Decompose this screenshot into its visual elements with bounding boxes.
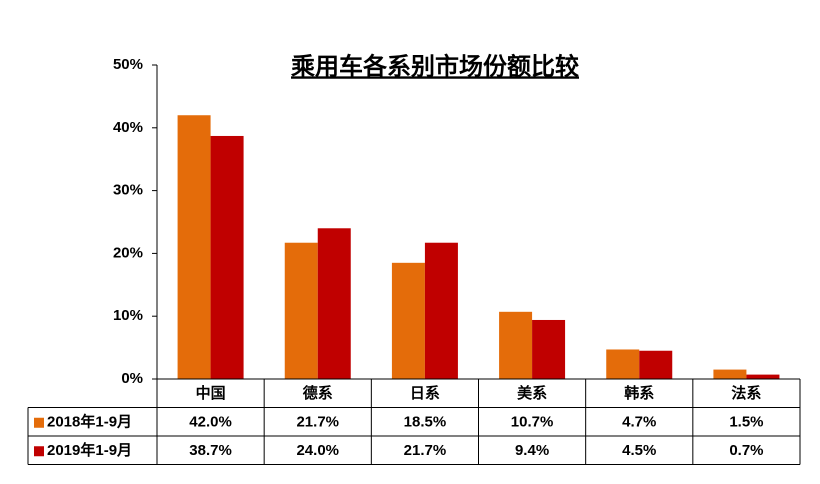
- chart-title: 乘用车各系别市场份额比较: [290, 52, 579, 80]
- table-value: 1.5%: [729, 414, 763, 431]
- table-value: 9.4%: [515, 442, 549, 459]
- y-tick-label: 30%: [113, 182, 143, 199]
- table-value: 42.0%: [189, 414, 232, 431]
- legend-swatch: [34, 417, 44, 428]
- bar: [424, 242, 458, 379]
- bar: [317, 228, 351, 379]
- legend-label: 2019年1-9月: [47, 441, 132, 459]
- table-value: 21.7%: [296, 414, 339, 431]
- bar: [639, 350, 673, 379]
- bar: [177, 115, 211, 380]
- x-tick-label: 日系: [410, 385, 440, 402]
- bar: [532, 319, 566, 379]
- bar: [713, 369, 747, 379]
- bar: [284, 242, 318, 379]
- table-value: 21.7%: [404, 442, 447, 459]
- bar: [606, 349, 640, 379]
- y-tick-label: 20%: [113, 244, 143, 261]
- bar: [499, 311, 533, 379]
- table-value: 18.5%: [404, 414, 447, 431]
- x-tick-label: 法系: [731, 384, 761, 402]
- x-tick-label: 韩系: [624, 384, 654, 402]
- x-tick-label: 中国: [196, 384, 226, 402]
- y-tick-label: 50%: [113, 56, 143, 73]
- table-value: 0.7%: [729, 442, 763, 459]
- bar: [210, 135, 244, 379]
- table-value: 4.7%: [622, 414, 656, 431]
- x-tick-label: 美系: [517, 384, 547, 402]
- table-value: 4.5%: [622, 442, 656, 459]
- x-tick-label: 德系: [303, 384, 333, 402]
- bar: [746, 374, 780, 379]
- table-value: 10.7%: [511, 414, 554, 431]
- y-tick-label: 0%: [121, 370, 143, 387]
- table-value: 38.7%: [189, 442, 232, 459]
- y-tick-label: 40%: [113, 119, 143, 136]
- legend-label: 2018年1-9月: [47, 413, 132, 431]
- bar: [391, 262, 425, 379]
- table-value: 24.0%: [296, 442, 339, 459]
- y-tick-label: 10%: [113, 307, 143, 324]
- legend-swatch: [34, 446, 44, 457]
